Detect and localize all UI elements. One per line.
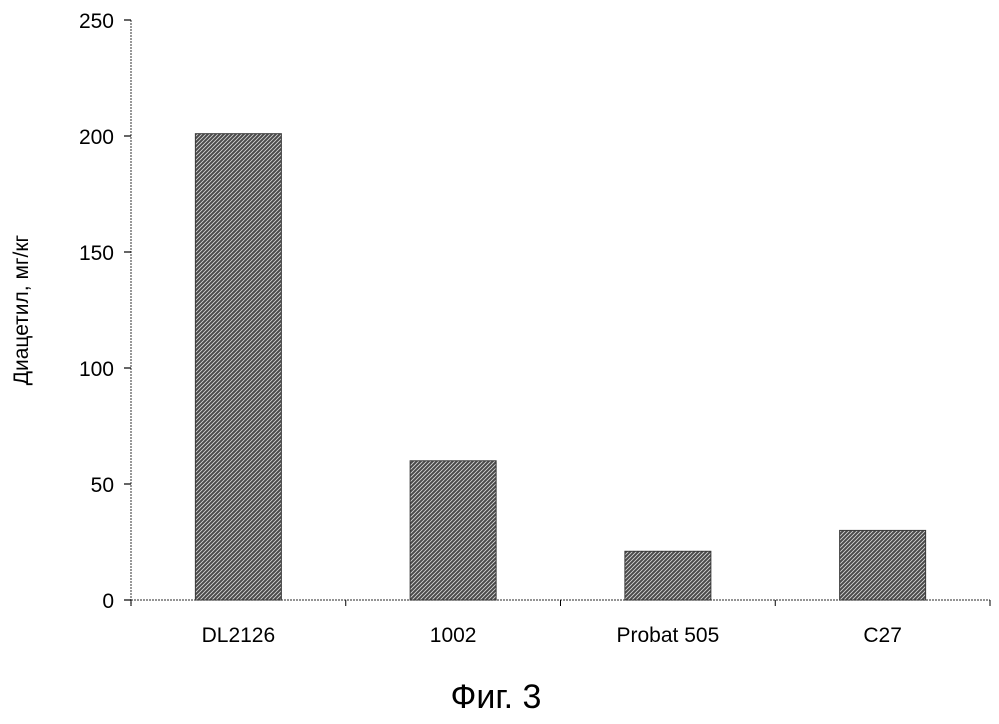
y-tick-label: 0 xyxy=(102,590,114,613)
bar-dl2126 xyxy=(195,134,281,600)
figure-caption: Фиг. 3 xyxy=(451,678,542,716)
y-tick-label: 50 xyxy=(91,474,114,497)
y-axis-title: Диацетил, мг/кг xyxy=(10,234,33,385)
x-tick-label: Probat 505 xyxy=(617,624,720,647)
y-tick-label: 150 xyxy=(79,242,114,265)
y-axis: 0 50 100 150 200 250 xyxy=(79,10,131,613)
x-axis: DL2126 1002 Probat 505 C27 xyxy=(131,600,990,647)
bar-c27 xyxy=(840,530,926,600)
bars xyxy=(195,134,925,600)
y-tick-label: 250 xyxy=(79,10,114,33)
bar-probat-505 xyxy=(625,551,711,600)
x-tick-label: DL2126 xyxy=(202,624,276,647)
y-tick-label: 100 xyxy=(79,358,114,381)
y-tick-label: 200 xyxy=(79,126,114,149)
x-tick-label: 1002 xyxy=(430,624,477,647)
bar-1002 xyxy=(410,461,496,600)
x-tick-label: C27 xyxy=(863,624,902,647)
